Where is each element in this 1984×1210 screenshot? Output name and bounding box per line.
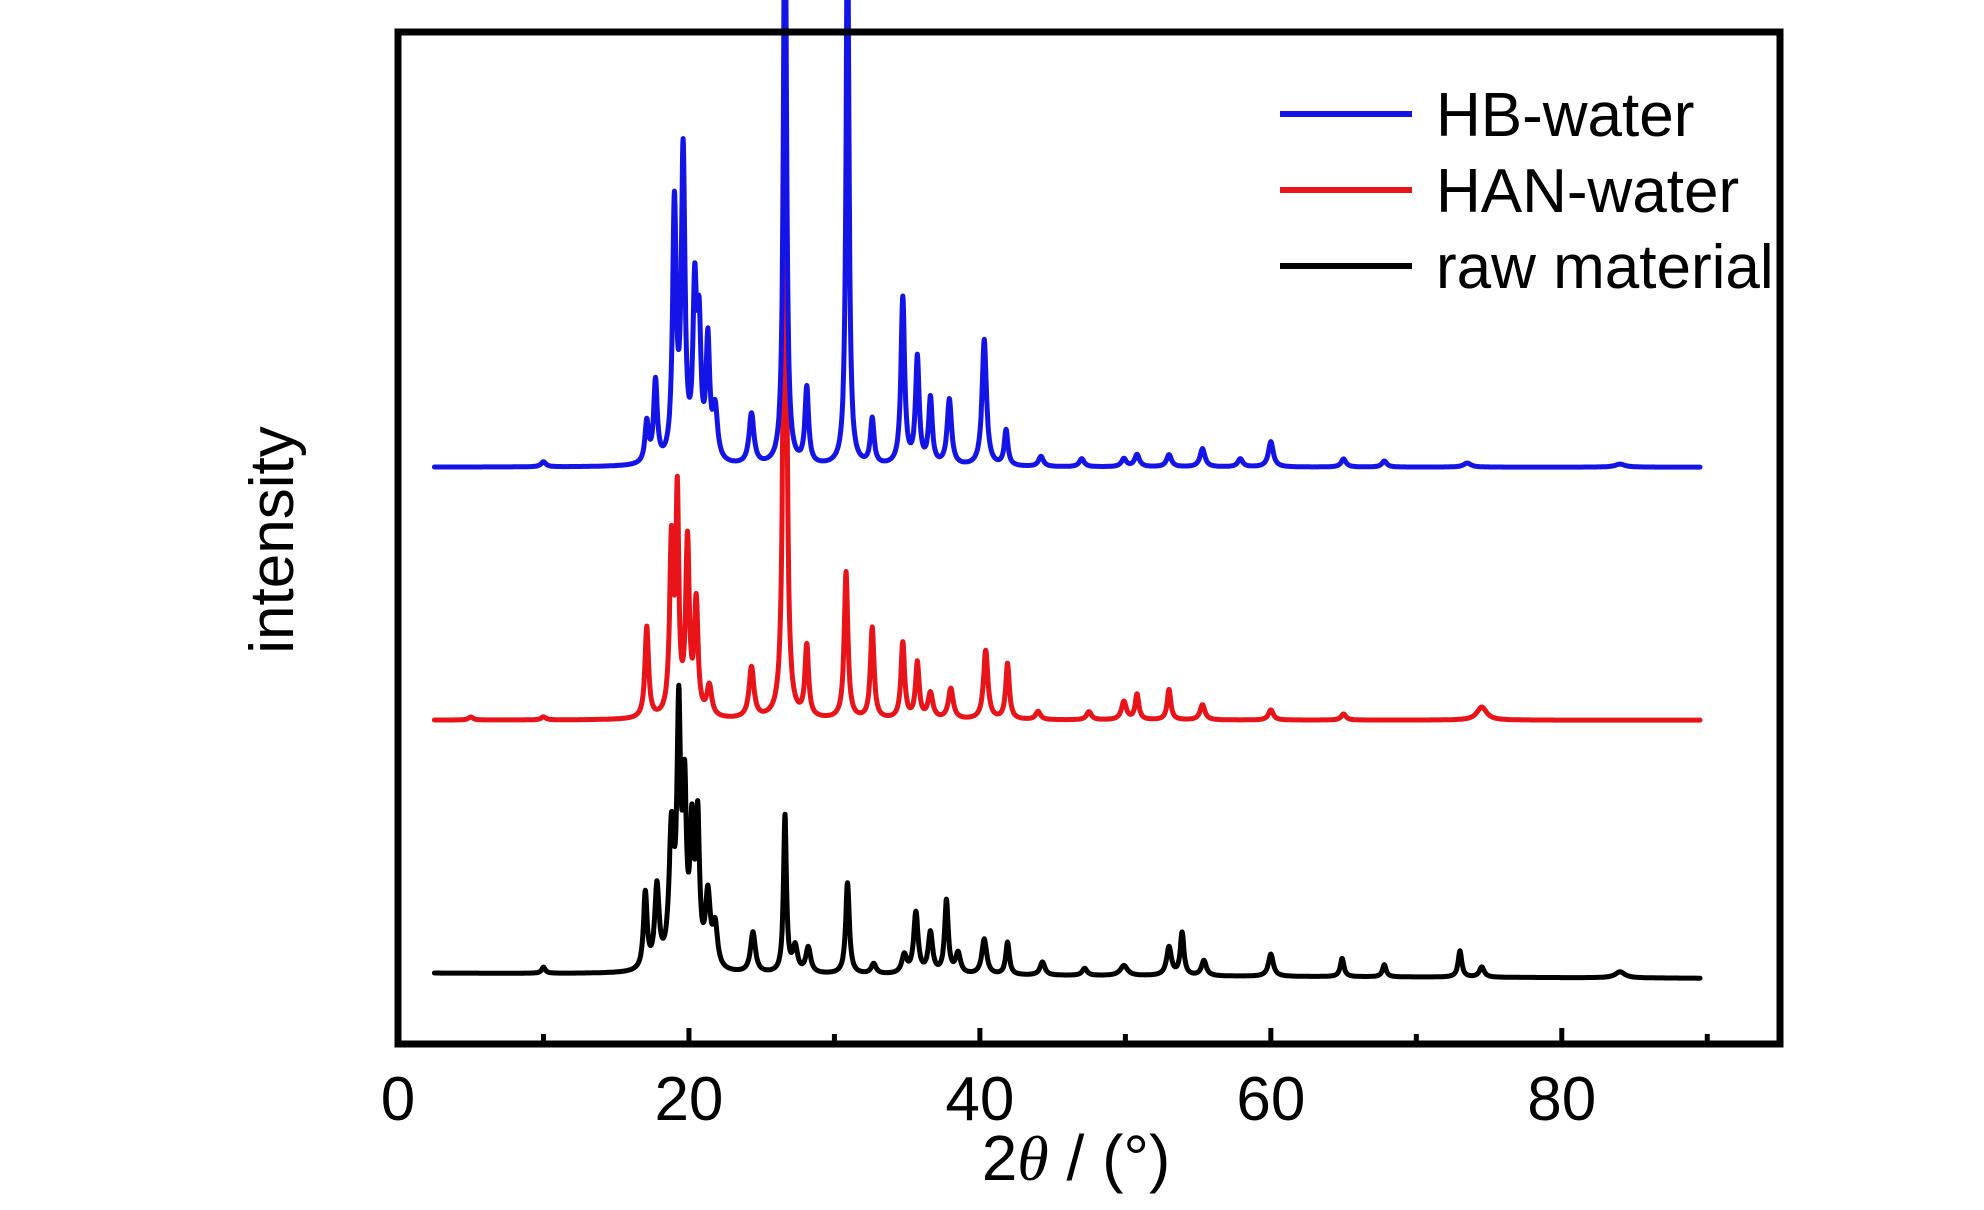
series-line-raw-material bbox=[431, 682, 1703, 981]
x-tick-label: 60 bbox=[1236, 1065, 1305, 1134]
legend-label-han-water: HAN-water bbox=[1436, 157, 1739, 226]
x-axis-label-unit: / (°) bbox=[1049, 1122, 1171, 1194]
legend-label-hb-water: HB-water bbox=[1436, 81, 1694, 150]
series-line-han-water bbox=[431, 0, 1703, 723]
legend-label-raw-material: raw material bbox=[1436, 233, 1774, 302]
series-line-hb-water bbox=[431, 0, 1703, 470]
y-axis-label: intensity bbox=[238, 426, 307, 653]
series-layer bbox=[431, 0, 1703, 981]
x-axis: 0 20 40 60 80 bbox=[381, 1028, 1710, 1134]
x-tick-label: 0 bbox=[381, 1065, 415, 1134]
x-tick-label: 20 bbox=[654, 1065, 723, 1134]
x-axis-label-prefix: 2 bbox=[982, 1122, 1018, 1194]
x-tick-label: 80 bbox=[1527, 1065, 1596, 1134]
x-axis-label-theta: θ bbox=[1017, 1123, 1048, 1194]
legend: HB-water HAN-water raw material bbox=[1280, 81, 1774, 302]
x-axis-label: 2θ / (°) bbox=[982, 1122, 1171, 1194]
plot-frame bbox=[394, 28, 1784, 1048]
x-tick-label: 40 bbox=[945, 1065, 1014, 1134]
